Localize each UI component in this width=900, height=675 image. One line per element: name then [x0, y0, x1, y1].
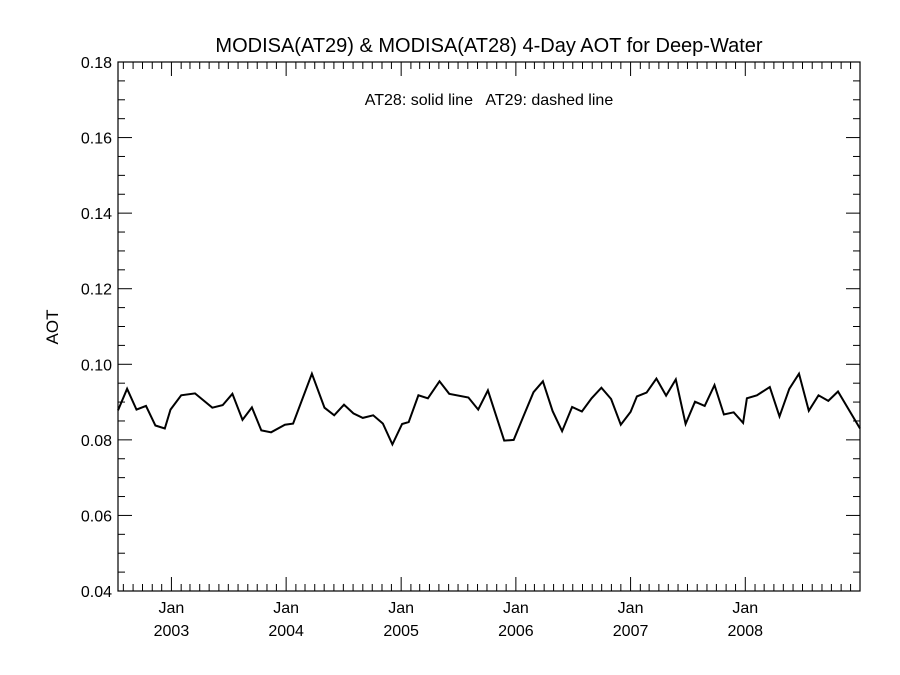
x-tick-year-label: 2007: [613, 623, 649, 640]
y-tick-label: 0.08: [81, 433, 112, 450]
x-tick-year-label: 2006: [498, 623, 534, 640]
plot-area-border: [117, 61, 861, 592]
series-line-at28: [117, 370, 861, 447]
x-tick-month-label: Jan: [503, 600, 529, 617]
y-axis-ticks: 0.04 0.06 0.08 0.10 0.12 0.14 0.16 0.18: [81, 55, 860, 601]
series-layer: [117, 370, 861, 447]
y-tick-label: 0.12: [81, 282, 112, 299]
x-tick-month-label: Jan: [159, 600, 185, 617]
y-tick-label: 0.18: [81, 55, 112, 72]
x-tick-month-label: Jan: [618, 600, 644, 617]
x-tick-month-label: Jan: [732, 600, 758, 617]
line-style-note: AT28: solid line AT29: dashed line: [365, 92, 614, 109]
y-axis-label: AOT: [43, 310, 62, 345]
x-tick-month-label: Jan: [273, 600, 299, 617]
x-tick-year-label: 2003: [154, 623, 190, 640]
y-tick-label: 0.16: [81, 131, 112, 148]
chart-title: MODISA(AT29) & MODISA(AT28) 4-Day AOT fo…: [215, 35, 762, 57]
y-tick-label: 0.14: [81, 206, 112, 223]
y-tick-label: 0.10: [81, 357, 112, 374]
y-tick-label: 0.04: [81, 584, 112, 601]
x-axis-ticks: Jan 2003 Jan 2004 Jan 2005 Jan 2006 Jan 2007 Jan 20…: [122, 62, 852, 640]
x-tick-month-label: Jan: [388, 600, 414, 617]
x-tick-year-label: 2004: [268, 623, 304, 640]
x-tick-year-label: 2008: [727, 623, 763, 640]
plot-frame: [117, 61, 861, 592]
x-tick-year-label: 2005: [383, 623, 419, 640]
y-tick-label: 0.06: [81, 508, 112, 525]
